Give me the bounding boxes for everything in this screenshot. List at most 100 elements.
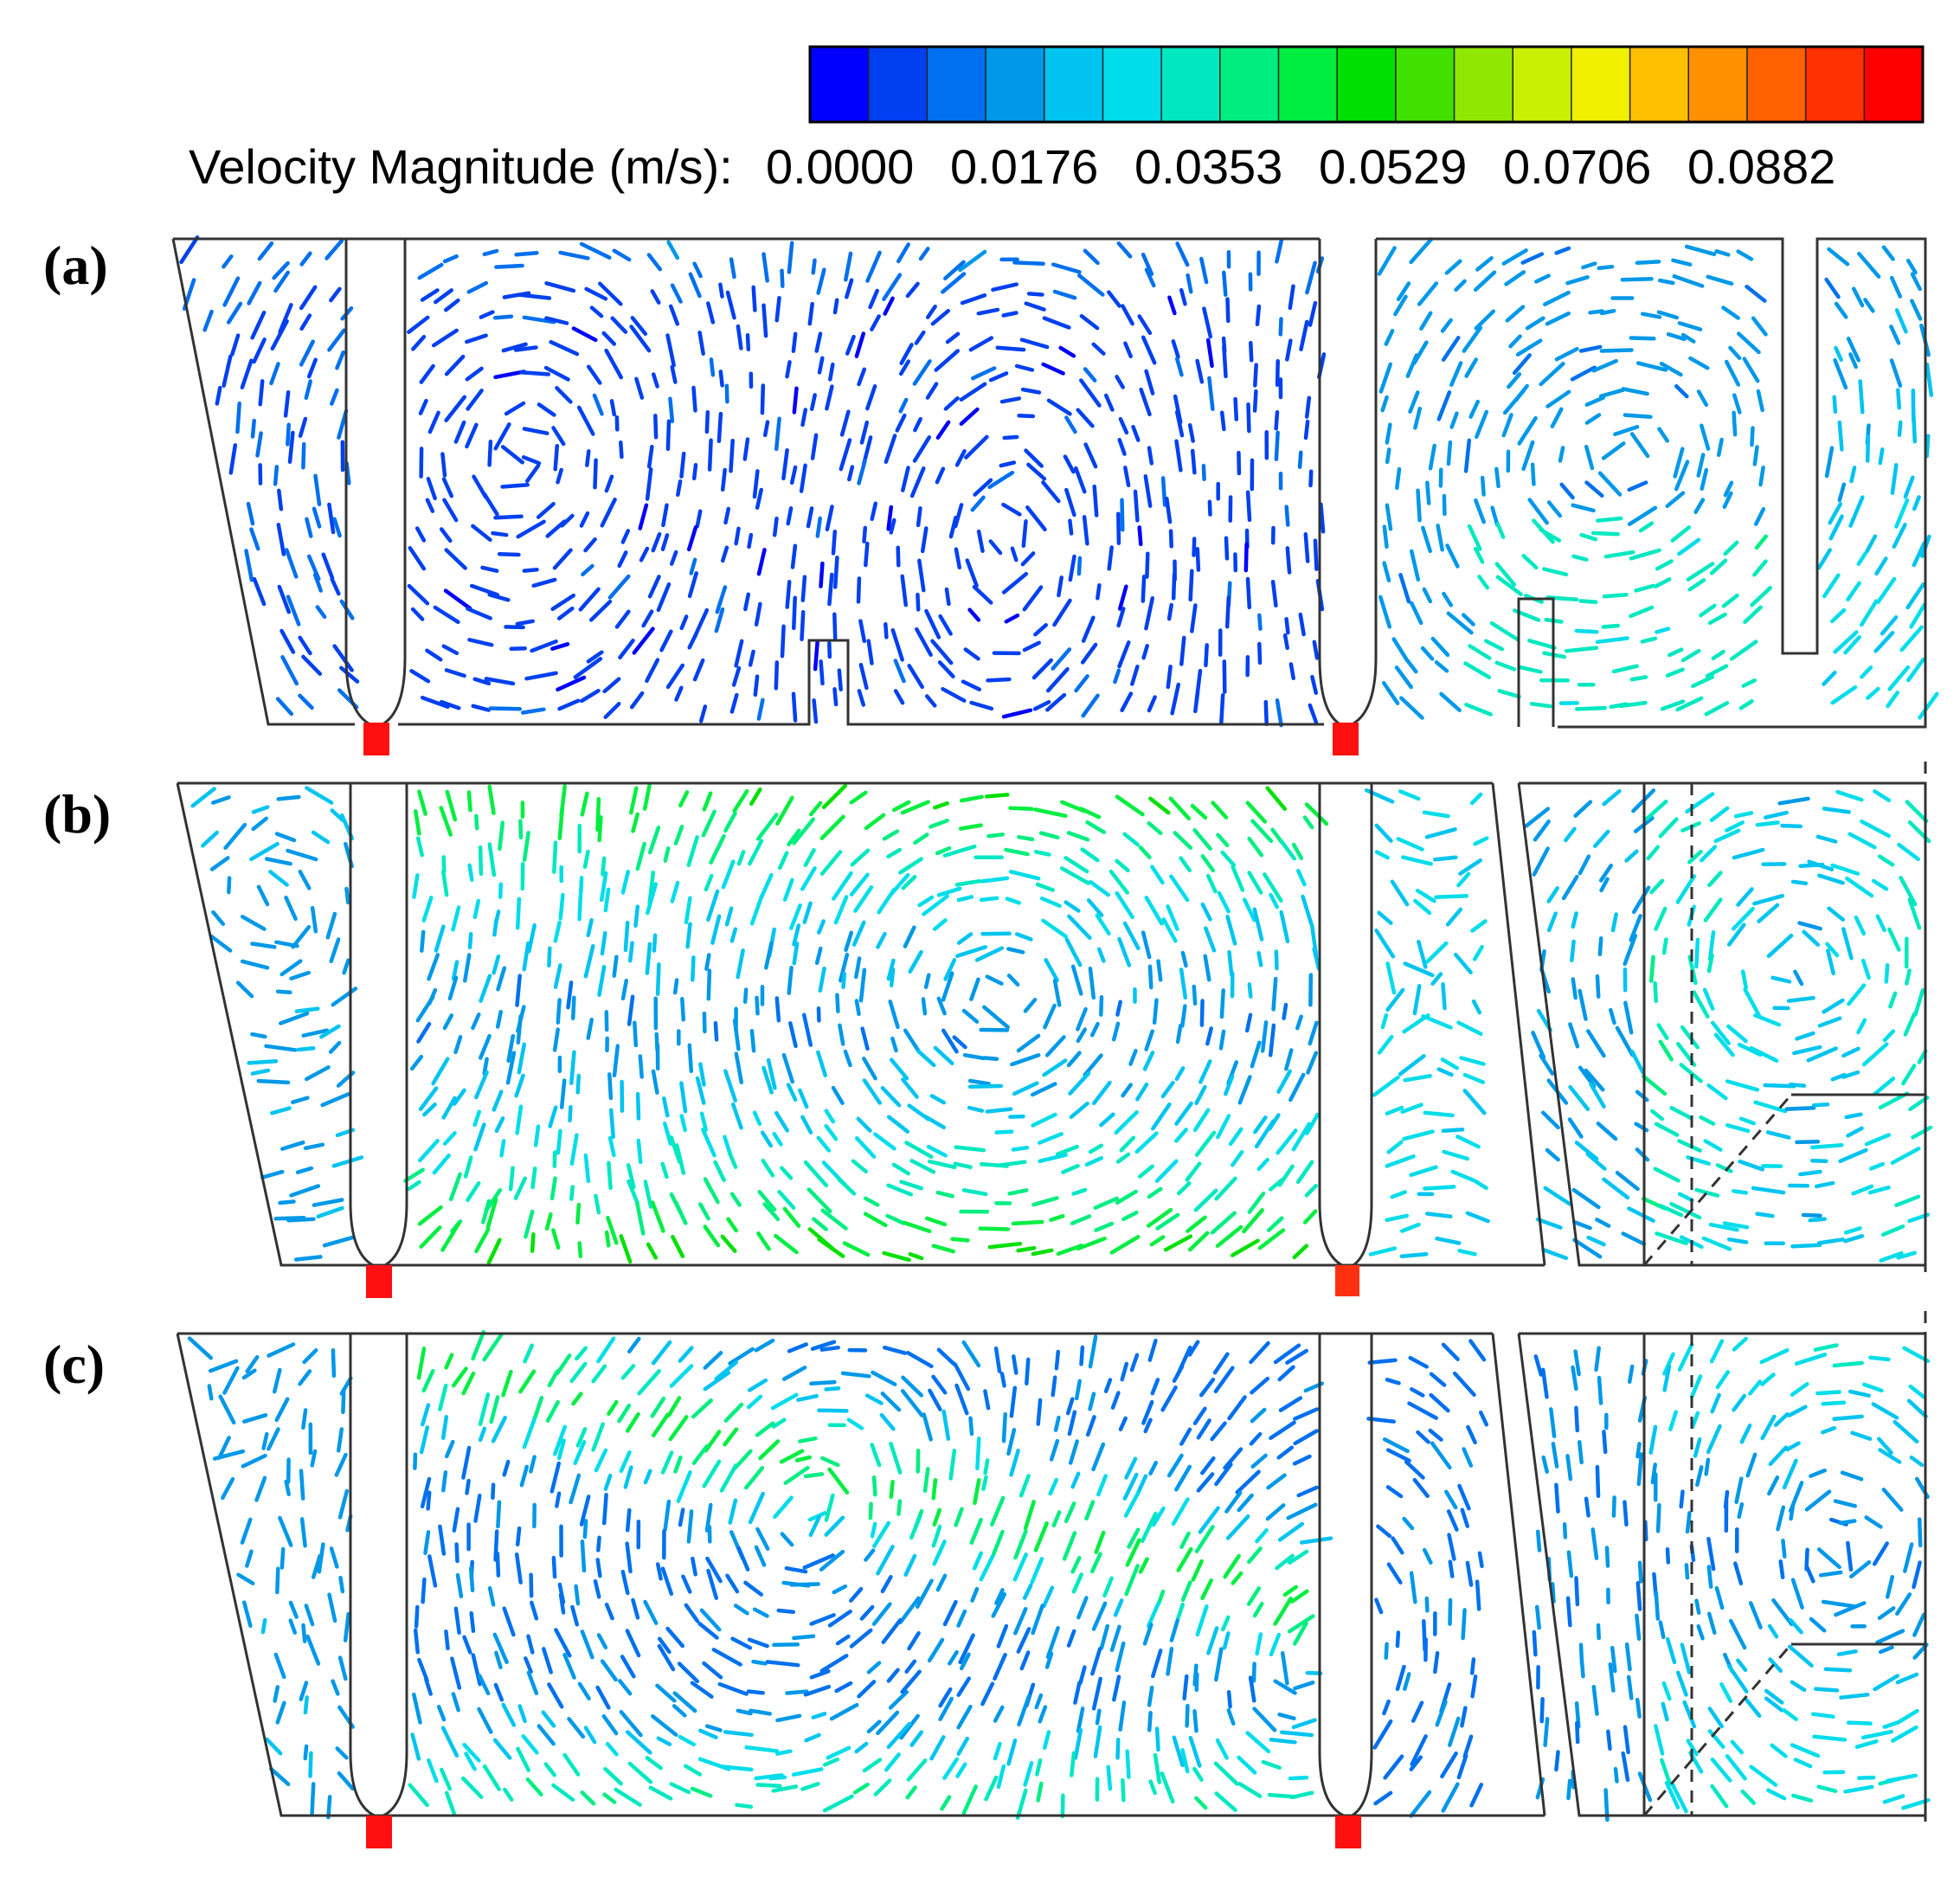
- velocity-vector: [1409, 1755, 1423, 1771]
- velocity-vector: [999, 460, 1017, 468]
- velocity-vector: [553, 443, 560, 472]
- velocity-vector: [1068, 1439, 1079, 1465]
- velocity-vector: [1905, 800, 1929, 824]
- velocity-vector: [678, 1507, 685, 1527]
- velocity-vector: [487, 842, 497, 877]
- velocity-vector: [1409, 601, 1423, 626]
- velocity-vector: [1401, 855, 1433, 866]
- velocity-vector: [780, 268, 785, 288]
- velocity-vector: [1821, 1425, 1837, 1435]
- velocity-vector: [548, 1105, 558, 1128]
- velocity-vector: [332, 517, 342, 538]
- velocity-vector: [1296, 1485, 1319, 1498]
- velocity-vector: [832, 298, 839, 315]
- velocity-vector: [1031, 1196, 1059, 1207]
- velocity-vector: [1462, 1089, 1487, 1115]
- velocity-vector: [1174, 357, 1184, 377]
- velocity-vector: [909, 466, 926, 498]
- velocity-vector: [1166, 665, 1173, 690]
- velocity-vector: [916, 1049, 936, 1068]
- velocity-vector: [451, 960, 459, 981]
- velocity-vector: [1578, 854, 1591, 876]
- velocity-vector: [854, 1741, 869, 1754]
- velocity-vector: [1584, 480, 1604, 498]
- velocity-vector: [1743, 605, 1763, 625]
- velocity-vector: [1295, 1160, 1314, 1185]
- velocity-vector: [471, 1012, 481, 1031]
- velocity-vector: [464, 1752, 477, 1771]
- velocity-vector: [1023, 1500, 1036, 1531]
- velocity-vector: [1247, 1546, 1263, 1565]
- velocity-vector: [1546, 389, 1571, 408]
- velocity-vector: [1635, 1581, 1642, 1611]
- velocity-vector: [1275, 698, 1283, 728]
- velocity-vector: [1279, 910, 1290, 944]
- velocity-vector: [1618, 700, 1648, 709]
- velocity-vector: [1716, 437, 1724, 458]
- velocity-vector: [536, 502, 556, 519]
- velocity-vector: [1151, 1102, 1172, 1131]
- velocity-vector: [961, 1784, 978, 1816]
- velocity-vector: [331, 1679, 340, 1696]
- velocity-vector: [1010, 1053, 1041, 1067]
- velocity-vector: [1868, 1355, 1891, 1362]
- velocity-vector: [1464, 703, 1493, 717]
- velocity-vector: [444, 1439, 455, 1459]
- velocity-vector: [684, 1603, 700, 1623]
- velocity-vector: [1854, 1739, 1879, 1749]
- velocity-vector: [1417, 939, 1428, 969]
- velocity-vector: [1016, 1627, 1031, 1654]
- velocity-vector: [917, 895, 935, 908]
- velocity-vector: [1653, 980, 1658, 1004]
- velocity-vector: [1860, 1729, 1894, 1740]
- velocity-vector: [792, 1634, 816, 1641]
- velocity-vector: [729, 257, 736, 280]
- velocity-vector: [1245, 800, 1268, 824]
- velocity-vector: [1925, 434, 1931, 459]
- velocity-vector: [289, 970, 311, 980]
- velocity-vector: [1402, 1516, 1415, 1531]
- velocity-vector: [1672, 273, 1705, 288]
- velocity-vector: [782, 1206, 801, 1228]
- velocity-vector: [1384, 329, 1395, 346]
- velocity-vector: [441, 1096, 457, 1120]
- velocity-vector: [1251, 1662, 1256, 1683]
- velocity-vector: [1312, 947, 1321, 971]
- velocity-vector: [264, 1044, 298, 1052]
- velocity-vector: [1554, 1750, 1560, 1772]
- velocity-vector: [994, 1588, 1005, 1605]
- velocity-vector: [609, 399, 617, 417]
- velocity-vector: [1192, 1406, 1207, 1425]
- velocity-vector: [1250, 1040, 1262, 1069]
- velocity-vector: [579, 688, 601, 704]
- velocity-vector: [617, 550, 628, 569]
- velocity-vector: [1268, 1023, 1276, 1057]
- velocity-vector: [655, 1683, 677, 1703]
- velocity-vector: [612, 1044, 620, 1077]
- velocity-vector: [1282, 1002, 1288, 1020]
- velocity-vector: [935, 845, 952, 856]
- velocity-vector: [554, 1628, 572, 1658]
- velocity-vector: [889, 1442, 903, 1475]
- velocity-vector: [1873, 789, 1892, 803]
- velocity-vector: [1217, 890, 1231, 914]
- velocity-vector: [953, 1161, 973, 1169]
- velocity-vector: [521, 1733, 539, 1755]
- velocity-vector: [1115, 1738, 1121, 1760]
- velocity-vector: [1725, 820, 1745, 832]
- velocity-vector: [461, 1371, 476, 1396]
- velocity-vector: [635, 1091, 641, 1121]
- velocity-vector: [1825, 942, 1840, 958]
- velocity-vector: [901, 1077, 919, 1099]
- velocity-vector: [466, 790, 472, 813]
- velocity-vector: [819, 659, 825, 686]
- velocity-vector: [1877, 1437, 1893, 1455]
- velocity-vector: [1293, 1429, 1319, 1446]
- velocity-vector: [1440, 1751, 1458, 1779]
- velocity-vector: [286, 595, 301, 627]
- velocity-vector: [1144, 267, 1156, 288]
- velocity-vector: [1031, 1112, 1057, 1128]
- velocity-vector: [826, 1745, 851, 1760]
- velocity-vector: [1222, 270, 1228, 298]
- velocity-vector: [1067, 1410, 1077, 1437]
